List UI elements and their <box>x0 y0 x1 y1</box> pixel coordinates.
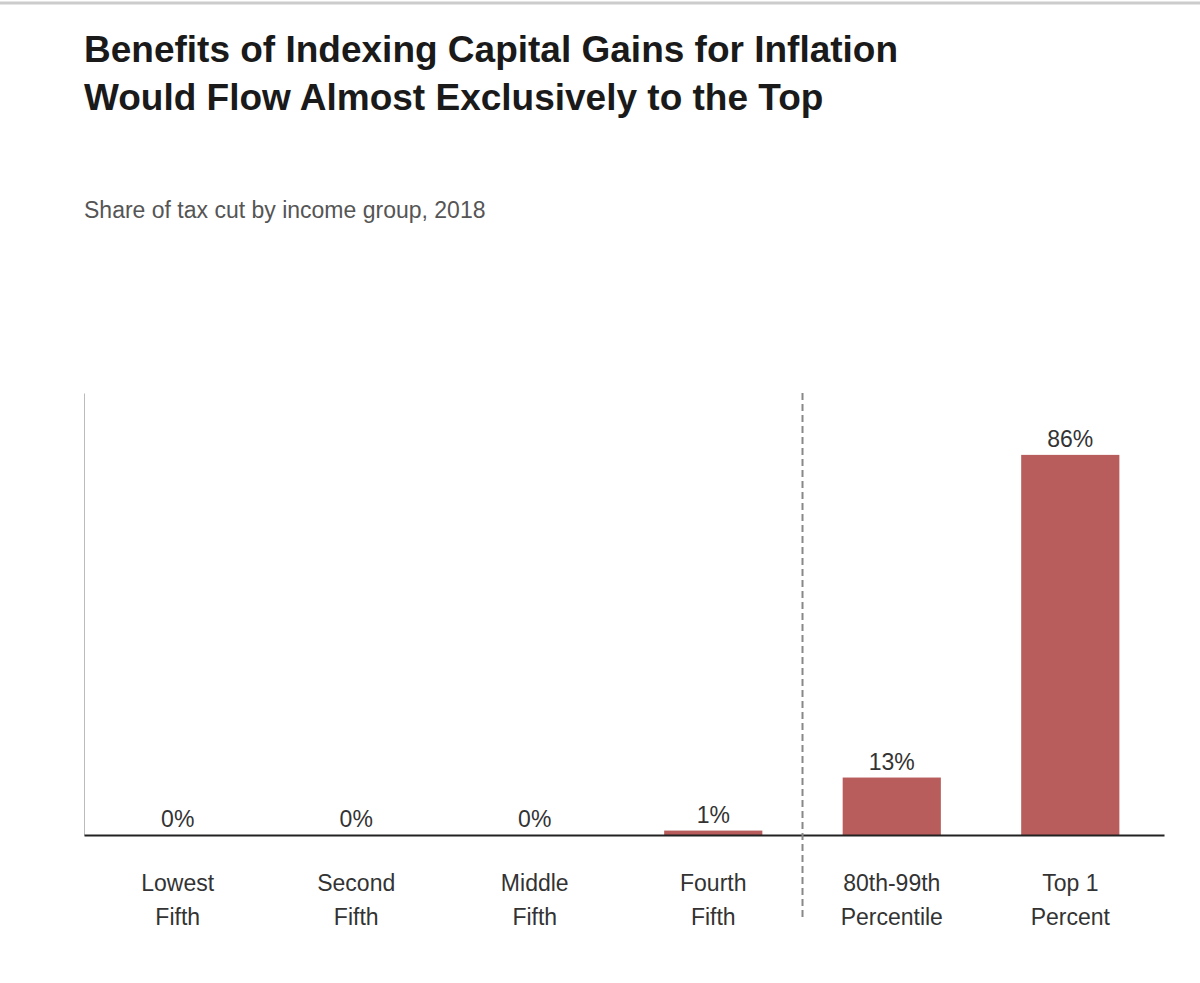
y-axis <box>84 394 85 836</box>
data-labels: 0% 0% 0% 1% 13% 86% <box>161 426 1093 832</box>
x-tick-label: Fourth Fifth <box>680 870 746 930</box>
chart: Benefits of Indexing Capital Gains for I… <box>0 0 1200 983</box>
top-rule <box>0 2 1200 5</box>
bar <box>1021 455 1119 835</box>
x-tick-label: Second Fifth <box>317 870 395 930</box>
x-tick: Lowest Fifth <box>141 870 214 930</box>
data-label: 0% <box>340 806 373 832</box>
x-tick-label-line: Lowest <box>141 870 214 896</box>
x-tick-label-line: Fifth <box>512 904 557 930</box>
title: Would Flow Almost Exclusively to the Top <box>84 77 823 118</box>
plot: LowestFifthSecondFifthMiddleFifthFourthF… <box>85 393 1165 930</box>
x-tick-label-line: Fifth <box>155 904 200 930</box>
x-tick: Second Fifth <box>317 870 395 930</box>
data-label: 0% <box>518 806 551 832</box>
x-tick-label-line: Percentile <box>841 904 943 930</box>
x-axis-line <box>85 835 1165 837</box>
bar <box>843 778 941 835</box>
x-tick-label-line: Top 1 <box>1042 870 1098 896</box>
title: Benefits of Indexing Capital Gains for I… <box>84 29 898 70</box>
x-tick-label: 80th-99th Percentile <box>841 870 943 930</box>
title-group: Benefits of Indexing Capital Gains for I… <box>84 29 898 118</box>
x-tick-label-line: Percent <box>1031 904 1111 930</box>
x-tick-label-line: 80th-99th <box>843 870 940 896</box>
data-label: 86% <box>1047 426 1093 452</box>
x-tick: Fourth Fifth <box>680 870 746 930</box>
data-label: 0% <box>161 806 194 832</box>
data-label: 13% <box>869 749 915 775</box>
x-tick-label-line: Fourth <box>680 870 746 896</box>
x-tick-label-line: Fifth <box>691 904 736 930</box>
bars <box>664 455 1119 835</box>
separator <box>802 393 804 919</box>
bar <box>664 831 762 835</box>
x-axis: LowestFifthSecondFifthMiddleFifthFourthF… <box>85 836 1165 931</box>
x-tick-label: Lowest Fifth <box>141 870 214 930</box>
x-tick: Middle Fifth <box>501 870 569 930</box>
x-tick-label: Top 1 Percent <box>1031 870 1111 930</box>
x-tick-label-line: Fifth <box>334 904 379 930</box>
y-axis-line <box>84 394 85 836</box>
subtitle: Share of tax cut by income group, 2018 <box>84 197 485 223</box>
x-tick: 80th-99th Percentile <box>841 870 943 930</box>
x-tick-label-line: Second <box>317 870 395 896</box>
x-tick-label-line: Middle <box>501 870 569 896</box>
x-tick-label: Middle Fifth <box>501 870 569 930</box>
x-tick: Top 1 Percent <box>1031 870 1111 930</box>
data-label: 1% <box>697 802 730 828</box>
